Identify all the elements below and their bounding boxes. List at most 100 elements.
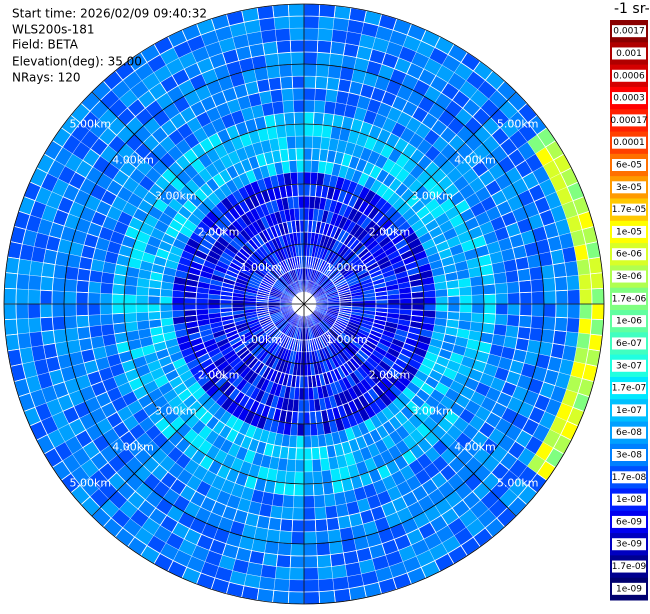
field-cell <box>303 27 319 41</box>
ring-label: 5.00km <box>69 476 111 489</box>
field-cell <box>100 323 115 337</box>
field-cell <box>303 183 311 197</box>
field-cell <box>90 258 105 273</box>
field-cell <box>578 273 592 290</box>
field-cell <box>295 447 305 461</box>
field-cell <box>318 3 336 19</box>
field-cell <box>207 298 221 305</box>
field-cell <box>65 266 79 281</box>
field-cell <box>567 303 581 319</box>
field-cell <box>507 303 521 316</box>
ring-label: 5.00km <box>497 118 539 131</box>
field-cell <box>298 399 305 413</box>
field-cell <box>303 411 311 425</box>
field-cell <box>53 264 68 280</box>
field-cell <box>100 313 114 326</box>
colorbar-tick-label: 3e-09 <box>616 540 642 550</box>
field-cell <box>323 100 337 115</box>
field-cell <box>295 147 305 161</box>
colorbar-tick-label: 0.0017 <box>613 27 645 37</box>
field-cell <box>320 136 331 151</box>
colorbar-tick <box>612 136 646 149</box>
field-cell <box>303 459 313 473</box>
colorbar-tick-label: 1e-09 <box>616 584 642 594</box>
field-cell <box>303 75 317 89</box>
field-cell <box>160 288 173 298</box>
ring-label: 3.00km <box>411 189 453 202</box>
field-cell <box>298 387 305 401</box>
field-cell <box>578 318 592 335</box>
field-cell <box>275 469 287 484</box>
field-cell <box>579 303 593 320</box>
field-cell <box>327 65 342 79</box>
field-cell <box>458 286 472 296</box>
field-cell <box>318 578 335 592</box>
field-cell <box>576 258 591 276</box>
field-cell <box>288 15 305 29</box>
field-cell <box>554 275 569 292</box>
field-cell <box>303 159 312 173</box>
field-cell <box>529 327 543 342</box>
field-cell <box>322 112 335 127</box>
field-cell <box>256 514 271 530</box>
colorbar-tick <box>612 538 646 551</box>
field-cell <box>423 310 436 318</box>
field-cell <box>266 65 281 79</box>
field-cell <box>296 171 305 185</box>
field-cell <box>318 16 335 30</box>
colorbar-tick <box>612 471 646 484</box>
field-cell <box>316 52 331 66</box>
colorbar-tick <box>612 270 646 283</box>
field-cell <box>271 493 285 508</box>
field-cell <box>3 303 17 321</box>
field-cell <box>88 314 102 327</box>
colorbar-tick-label: 1e-08 <box>616 495 642 505</box>
field-cell <box>303 99 315 113</box>
field-cell <box>39 275 54 292</box>
field-cell <box>317 28 333 42</box>
field-cell <box>273 578 290 592</box>
field-cell <box>316 39 333 54</box>
field-cell <box>555 303 569 319</box>
radial-line <box>303 91 517 305</box>
field-cell <box>296 159 305 173</box>
colorbar-tick <box>612 225 646 238</box>
field-cell <box>312 458 322 472</box>
field-cell <box>300 351 305 365</box>
field-cell <box>183 291 198 299</box>
ring-label: 5.00km <box>69 118 111 131</box>
field-cell <box>52 316 66 331</box>
field-cell <box>303 423 312 437</box>
field-cell <box>65 327 79 342</box>
field-cell <box>564 331 579 348</box>
field-cell <box>75 291 89 305</box>
field-cell <box>87 303 101 316</box>
field-cell <box>135 303 149 313</box>
field-cell <box>260 29 277 44</box>
colorbar-tick-label: 0.0003 <box>613 94 645 104</box>
colorbar-tick <box>612 582 646 595</box>
field-cell <box>75 279 90 294</box>
field-cell <box>540 328 555 344</box>
field-cell <box>387 298 401 305</box>
field-cell <box>75 314 90 329</box>
field-cell <box>332 17 350 32</box>
field-cell <box>171 296 185 305</box>
field-cell <box>505 325 519 338</box>
field-cell <box>303 399 310 413</box>
field-cell <box>275 566 291 580</box>
field-cell <box>506 281 520 294</box>
colorbar-tick <box>612 114 646 127</box>
field-cell <box>291 75 305 89</box>
field-cell <box>271 100 285 115</box>
field-cell <box>99 293 113 305</box>
colorbar-tick <box>612 560 646 573</box>
field-cell <box>3 318 19 336</box>
field-cell <box>314 88 327 102</box>
field-cell <box>291 63 305 77</box>
field-cell <box>332 576 350 591</box>
field-cell <box>29 260 44 277</box>
field-cell <box>312 136 322 150</box>
field-cell <box>272 3 290 19</box>
field-cell <box>88 281 102 294</box>
